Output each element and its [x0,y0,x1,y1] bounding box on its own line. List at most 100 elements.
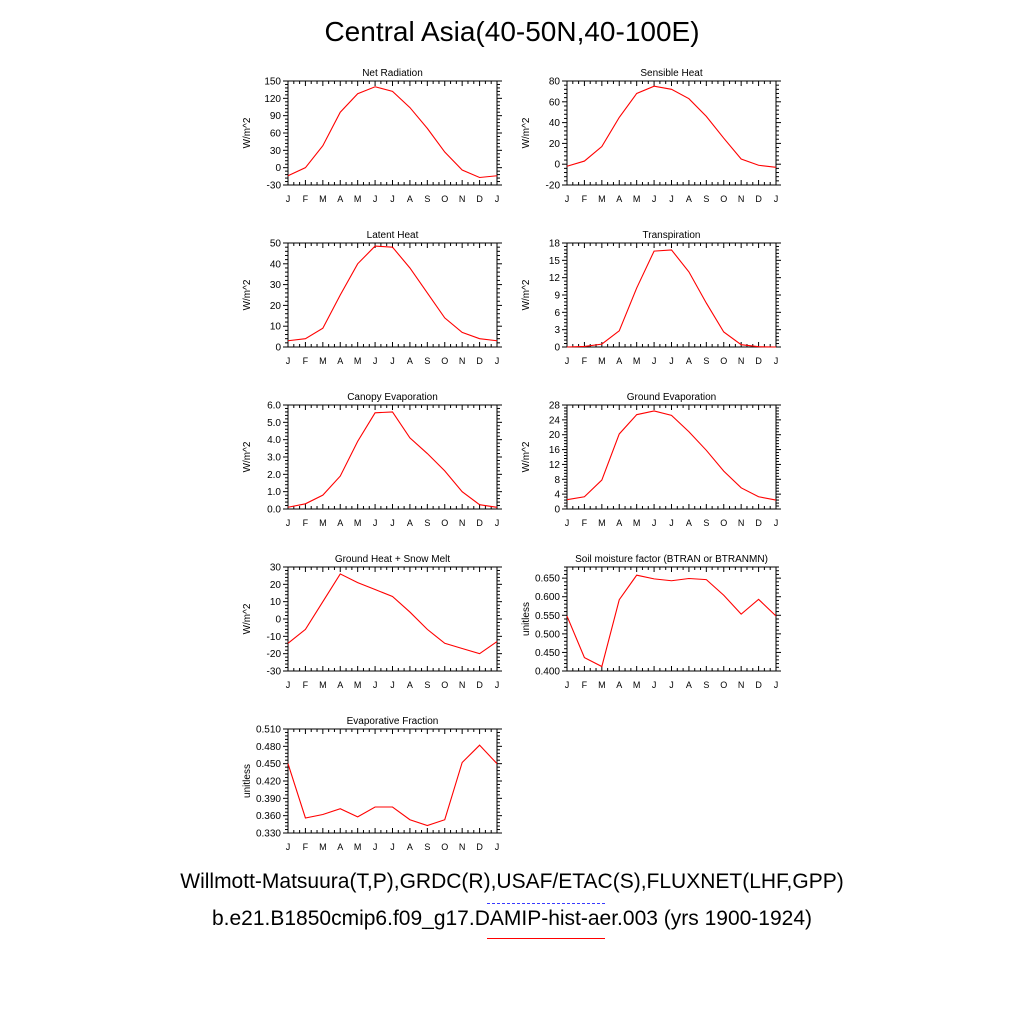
chart-panel-8: Soil moisture factor (BTRAN or BTRANMN) J… [521,554,781,690]
y-axis-label: W/m^2 [521,279,532,310]
x-tick-label: A [337,680,343,690]
x-tick-label: J [286,680,291,690]
y-tick-label: -10 [267,632,282,643]
x-tick-label: O [720,518,727,528]
x-tick-label: M [354,842,362,852]
y-tick-label: 0 [554,160,560,171]
x-tick-label: J [390,356,395,366]
x-tick-label: N [459,194,466,204]
plot-frame [287,242,498,348]
x-tick-label: M [354,356,362,366]
x-tick-label: J [495,680,500,690]
y-tick-label: 0.600 [535,592,560,603]
y-tick-label: 28 [549,401,561,412]
y-tick-label: 1.0 [267,487,281,498]
x-tick-label: J [565,518,570,528]
x-tick-label: N [459,356,466,366]
x-tick-label: M [354,518,362,528]
y-tick-label: 60 [270,129,282,140]
series-line [566,249,777,348]
chart-title: Transpiration [643,230,701,241]
x-tick-label: J [390,842,395,852]
plot-frame [566,404,777,510]
plot-frame [566,566,777,672]
y-tick-label: 0.390 [256,794,281,805]
x-tick-label: A [407,194,413,204]
y-tick-label: 3.0 [267,453,281,464]
x-tick-label: J [390,518,395,528]
y-tick-label: -30 [267,181,282,192]
y-axis-label: unitless [521,602,532,636]
y-axis-label: W/m^2 [242,441,253,472]
x-tick-label: M [319,194,327,204]
x-tick-label: N [738,680,745,690]
y-tick-label: 30 [270,280,282,291]
y-tick-label: 30 [270,146,282,157]
y-axis-label: W/m^2 [242,117,253,148]
x-tick-label: F [303,194,309,204]
y-tick-label: 0.330 [256,829,281,840]
x-tick-label: F [303,518,309,528]
y-tick-label: 30 [270,563,282,574]
x-tick-label: J [774,680,779,690]
chart-title: Net Radiation [362,68,423,79]
x-tick-label: J [373,518,378,528]
y-axis-label: W/m^2 [242,603,253,634]
x-tick-label: D [755,356,762,366]
x-tick-label: J [390,680,395,690]
y-tick-label: 0.450 [535,648,560,659]
y-tick-label: -30 [267,667,282,678]
x-tick-label: J [373,356,378,366]
observations-legend-line [487,903,605,904]
y-tick-label: 90 [270,111,282,122]
y-tick-label: 24 [549,415,561,426]
y-tick-label: 9 [554,291,560,302]
x-tick-label: J [652,518,657,528]
x-tick-label: J [373,680,378,690]
x-tick-label: M [633,680,641,690]
x-tick-label: S [424,680,430,690]
x-tick-label: J [390,194,395,204]
y-tick-label: 15 [549,256,561,267]
x-tick-label: M [633,356,641,366]
y-tick-label: 4.0 [267,435,281,446]
x-tick-label: M [598,518,606,528]
y-tick-label: 0.550 [535,611,560,622]
x-tick-label: D [476,680,483,690]
x-tick-label: D [476,194,483,204]
page-title: Central Asia(40-50N,40-100E) [324,16,700,47]
x-tick-label: A [337,356,343,366]
y-tick-label: -20 [546,181,561,192]
x-tick-label: S [703,518,709,528]
x-tick-label: S [424,842,430,852]
x-tick-label: J [286,194,291,204]
x-tick-label: J [495,842,500,852]
y-tick-label: 120 [264,94,281,105]
plot-frame [566,80,777,186]
x-tick-label: F [582,680,588,690]
x-tick-label: N [459,518,466,528]
x-tick-label: O [441,680,448,690]
series-line [287,245,498,342]
x-tick-label: M [319,842,327,852]
series-line [566,410,777,501]
y-tick-label: 80 [549,77,561,88]
plot-frame [287,404,498,510]
x-tick-label: N [738,194,745,204]
y-tick-label: 0.0 [267,505,281,516]
x-tick-label: D [755,194,762,204]
y-axis-label: W/m^2 [521,441,532,472]
x-tick-label: F [303,680,309,690]
model-legend-label: b.e21.B1850cmip6.f09_g17.DAMIP-hist-aer.… [211,907,813,930]
x-tick-label: N [459,680,466,690]
x-tick-label: M [598,194,606,204]
x-tick-label: O [720,356,727,366]
x-tick-label: A [337,842,343,852]
series-line [566,574,777,668]
